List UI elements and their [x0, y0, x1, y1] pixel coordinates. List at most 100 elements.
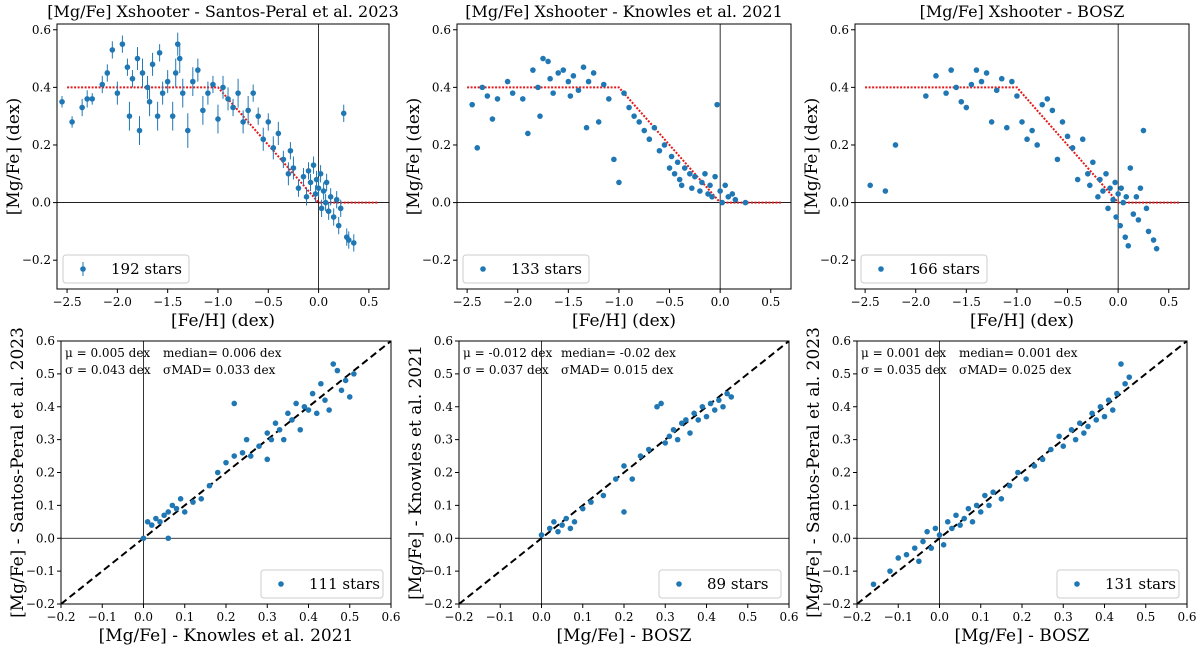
- data-point: [631, 113, 637, 119]
- data-point: [1048, 446, 1054, 453]
- data-point: [1029, 127, 1035, 134]
- x-tick-label: 0.5: [1136, 610, 1155, 624]
- data-point: [346, 394, 353, 400]
- data-point: [668, 153, 675, 160]
- data-point: [958, 98, 965, 105]
- legend-marker: [480, 266, 486, 272]
- x-tick-label: −1.5: [153, 295, 182, 309]
- data-point: [651, 124, 658, 131]
- data-point: [303, 194, 310, 200]
- stats-mu: μ = 0.001 dex: [861, 346, 946, 360]
- y-axis-label: [Mg/Fe] (dex): [4, 98, 24, 215]
- stats-sigma-mad: σMAD= 0.033 dex: [163, 363, 276, 377]
- y-tick-label: 0.4: [432, 80, 451, 94]
- legend: 166 stars: [860, 254, 988, 284]
- data-point: [313, 176, 320, 183]
- data-point: [621, 463, 627, 469]
- data-point: [293, 400, 299, 407]
- axes-frame: [456, 23, 792, 290]
- x-tick-label: −1.0: [1002, 295, 1031, 309]
- x-tick-label: −1.5: [952, 295, 981, 309]
- y-tick-label: 0.3: [36, 433, 55, 447]
- x-tick-label: −2.0: [503, 295, 532, 309]
- data-point: [489, 116, 496, 122]
- x-tick-label: 0.5: [340, 610, 359, 624]
- y-tick-label: −0.2: [22, 253, 51, 267]
- data-point: [139, 70, 146, 76]
- data-point: [1023, 476, 1029, 482]
- data-point: [728, 394, 735, 400]
- data-point: [322, 199, 329, 206]
- data-point: [149, 61, 156, 68]
- data-point: [923, 93, 929, 99]
- data-point: [1118, 185, 1124, 191]
- data-point: [124, 64, 131, 71]
- x-tick-label: 0.3: [1054, 610, 1073, 624]
- data-point: [674, 436, 681, 443]
- data-point: [173, 505, 180, 512]
- data-point: [205, 90, 211, 96]
- data-point: [334, 367, 341, 374]
- data-point: [714, 101, 720, 108]
- y-tick-label: 0.4: [832, 400, 851, 414]
- data-point: [1081, 430, 1087, 436]
- data-point: [270, 145, 277, 151]
- data-point: [198, 496, 205, 502]
- model-line: [67, 86, 379, 204]
- data-point: [1118, 361, 1124, 367]
- legend-box: [462, 254, 590, 284]
- data-point: [709, 194, 715, 200]
- x-tick-label: 0.5: [761, 295, 780, 309]
- x-axis-label: [Fe/H] (dex): [572, 311, 676, 331]
- legend-label: 111 stars: [309, 575, 380, 593]
- data-point: [280, 156, 287, 163]
- x-tick-label: 0.1: [971, 610, 990, 624]
- data-point: [305, 407, 312, 413]
- data-point: [1122, 380, 1128, 387]
- x-tick-label: 0.4: [697, 610, 716, 624]
- y-tick-label: −0.1: [822, 564, 851, 578]
- data-point: [276, 426, 283, 433]
- data-point: [666, 433, 673, 440]
- data-point: [165, 535, 172, 542]
- data-point: [84, 96, 90, 102]
- data-point: [671, 170, 678, 177]
- data-point: [666, 165, 673, 171]
- data-point: [1079, 136, 1086, 143]
- data-point: [662, 440, 669, 446]
- panel-top-left: −2.5 −2.0 −1.5 −1.0 −0.5 0.0 0.5 −0.2 0.0 0.2 0.4 0…: [4, 2, 399, 331]
- y-tick-label: 0.2: [830, 138, 849, 152]
- data-point: [1109, 407, 1116, 413]
- data-point: [725, 194, 732, 200]
- y-tick-label: 0.1: [434, 498, 453, 512]
- y-tick-label: 0.3: [434, 433, 453, 447]
- data-point: [1107, 185, 1113, 191]
- data-point: [231, 453, 238, 459]
- data-point: [580, 64, 587, 71]
- data-point: [200, 107, 206, 114]
- data-point: [337, 205, 344, 212]
- data-point: [275, 130, 282, 137]
- data-point: [656, 147, 663, 154]
- y-tick-label: −0.2: [422, 253, 451, 267]
- x-tick-label: 0.0: [532, 610, 551, 624]
- data-point: [567, 93, 574, 99]
- data-point: [165, 509, 172, 515]
- data-point: [494, 96, 501, 102]
- data-point: [670, 426, 677, 433]
- x-tick-label: −1.0: [203, 295, 232, 309]
- x-tick-label: 0.5: [1159, 295, 1178, 309]
- x-tick-label: −0.1: [884, 610, 913, 624]
- legend-marker: [676, 581, 682, 587]
- data-point: [600, 81, 607, 88]
- data-point: [1105, 397, 1112, 403]
- data-point: [322, 397, 328, 403]
- y-tick-label: 0.4: [36, 400, 55, 414]
- data-point: [351, 371, 357, 377]
- data-point: [153, 515, 159, 522]
- legend: 133 stars: [462, 254, 590, 284]
- data-point: [563, 515, 570, 522]
- data-point: [689, 185, 695, 191]
- data-point: [882, 188, 889, 194]
- x-axis-label: [Mg/Fe] - BOSZ: [955, 626, 1090, 646]
